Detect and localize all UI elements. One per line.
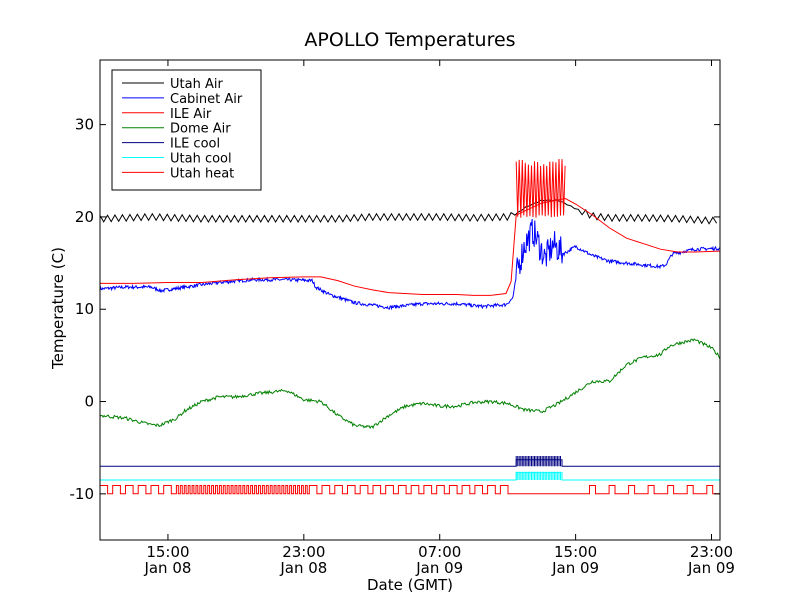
x-tick-label-date: Jan 09: [415, 559, 463, 577]
y-tick-label: 0: [84, 393, 94, 411]
x-axis-label: Date (GMT): [367, 576, 453, 594]
x-tick-label-time: 23:00: [690, 543, 733, 561]
y-tick-label: 30: [75, 116, 94, 134]
series-burst-utah-cool: [515, 471, 561, 480]
series-burst-ile-air: [515, 158, 566, 218]
x-tick-label-date: Jan 09: [551, 559, 599, 577]
x-tick-label-date: Jan 08: [143, 559, 191, 577]
plot-area: [100, 158, 720, 495]
x-tick-label-time: 15:00: [554, 543, 597, 561]
series-line-ile-air: [100, 197, 720, 296]
series-line-utah-heat: [100, 485, 720, 495]
legend-label-utah-air: Utah Air: [170, 77, 223, 92]
legend-box: [111, 69, 262, 191]
y-axis-label: Temperature (C): [49, 247, 67, 370]
x-tick-label-date: Jan 09: [687, 559, 735, 577]
series-layer: [100, 158, 720, 495]
x-tick-label-date: Jan 08: [279, 559, 327, 577]
y-tick-label: 10: [75, 300, 94, 318]
legend-label-dome-air: Dome Air: [170, 122, 231, 137]
x-tick-label-time: 07:00: [418, 543, 461, 561]
chart-title: APOLLO Temperatures: [304, 29, 515, 51]
series-line-dome-air: [100, 338, 720, 430]
series-line-utah-air: [100, 199, 718, 225]
y-tick-label: 20: [75, 208, 94, 226]
series-burst-ile-cool: [515, 456, 561, 467]
legend-label-utah-heat: Utah heat: [170, 166, 234, 181]
legend-label-ile-air: ILE Air: [170, 107, 212, 122]
legend-label-utah-cool: Utah cool: [170, 152, 232, 167]
legend-label-ile-cool: ILE cool: [170, 137, 220, 152]
x-tick-label-time: 15:00: [146, 543, 189, 561]
plot-frame: [99, 59, 721, 541]
y-tick-label: -10: [70, 485, 95, 503]
legend-label-cabinet-air: Cabinet Air: [170, 92, 243, 107]
series-line-cabinet-air: [100, 218, 720, 311]
x-tick-label-time: 23:00: [282, 543, 325, 561]
